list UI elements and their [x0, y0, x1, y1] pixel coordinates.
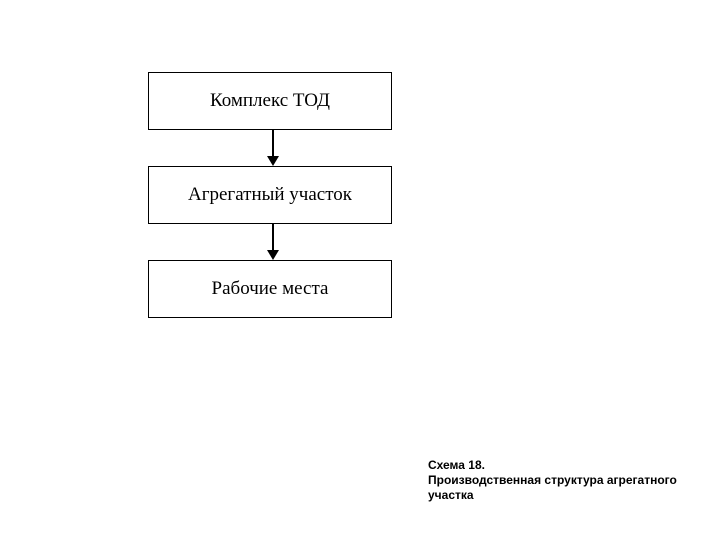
node-workplaces: Рабочие места [148, 260, 392, 318]
arrow-2 [148, 224, 398, 260]
node-aggregate-section: Агрегатный участок [148, 166, 392, 224]
caption-line1: Схема 18. [428, 458, 485, 472]
arrow-1 [148, 130, 398, 166]
caption: Схема 18. Производственная структура агр… [428, 458, 698, 503]
node-label: Комплекс ТОД [210, 90, 330, 112]
caption-line2: Производственная структура агрегатного у… [428, 473, 677, 502]
node-label: Агрегатный участок [188, 184, 352, 206]
node-label: Рабочие места [212, 278, 329, 300]
node-complex-tod: Комплекс ТОД [148, 72, 392, 130]
flowchart: Комплекс ТОД Агрегатный участок Рабочие … [148, 72, 398, 318]
